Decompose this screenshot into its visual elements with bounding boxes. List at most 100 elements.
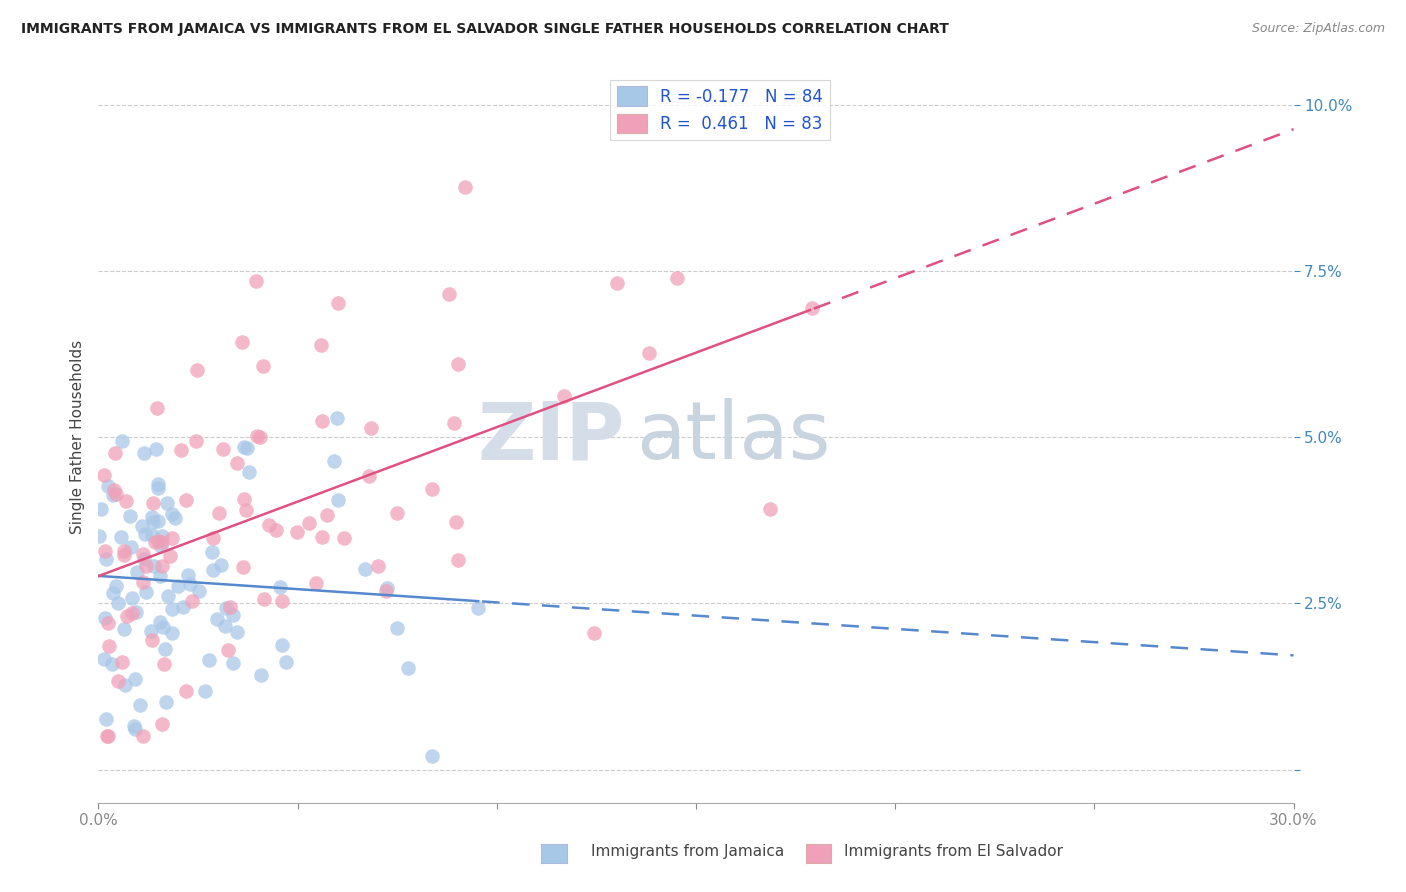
Point (218, 600, 240, 615)
Point (96, 729, 118, 743)
Point (97, 639, 120, 653)
Point (110, 655, 132, 669)
Point (232, 559, 254, 574)
Point (97, 616, 120, 631)
Point (174, 493, 197, 508)
Text: Immigrants from El Salvador: Immigrants from El Salvador (844, 845, 1063, 859)
Point (396, 661, 419, 675)
Point (94, 712, 117, 726)
Point (94, 611, 117, 625)
Point (131, 574, 153, 589)
Point (134, 552, 156, 566)
Legend: R = -0.177   N = 84, R =  0.461   N = 83: R = -0.177 N = 84, R = 0.461 N = 83 (610, 79, 830, 140)
Point (145, 442, 167, 456)
Text: IMMIGRANTS FROM JAMAICA VS IMMIGRANTS FROM EL SALVADOR SINGLE FATHER HOUSEHOLDS : IMMIGRANTS FROM JAMAICA VS IMMIGRANTS FR… (21, 22, 949, 37)
Point (328, 295, 350, 310)
Point (150, 529, 173, 543)
Point (311, 530, 333, 544)
Point (153, 641, 176, 656)
Point (159, 549, 181, 563)
Point (124, 722, 146, 736)
Point (101, 586, 124, 600)
Point (90, 502, 112, 516)
Point (93, 468, 115, 483)
Point (107, 674, 129, 689)
Point (214, 619, 236, 633)
Point (150, 717, 173, 731)
Point (446, 515, 468, 529)
Point (141, 527, 163, 541)
Point (443, 416, 465, 430)
Point (232, 491, 254, 506)
Point (160, 602, 183, 616)
Point (181, 593, 204, 607)
Point (150, 535, 173, 549)
Point (665, 271, 688, 285)
Point (134, 526, 156, 541)
Point (149, 615, 172, 629)
Point (360, 420, 382, 434)
Point (447, 357, 470, 371)
Point (149, 569, 172, 583)
Point (111, 434, 134, 448)
Point (97, 729, 120, 743)
Point (146, 401, 169, 416)
Point (249, 429, 271, 443)
Text: atlas: atlas (637, 398, 831, 476)
Point (800, 301, 823, 315)
Point (315, 508, 337, 522)
Text: ZIP: ZIP (477, 398, 624, 476)
Point (420, 749, 443, 764)
Point (132, 729, 155, 743)
Point (249, 668, 271, 682)
Point (142, 558, 165, 573)
Point (377, 581, 399, 595)
Point (186, 363, 208, 377)
Point (166, 579, 188, 593)
Point (87, 528, 110, 542)
Point (270, 639, 292, 653)
Point (93, 652, 115, 666)
Point (120, 540, 142, 554)
Text: Immigrants from Jamaica: Immigrants from Jamaica (591, 845, 783, 859)
Point (150, 559, 173, 574)
Point (217, 643, 239, 657)
Point (326, 493, 349, 508)
Point (177, 568, 200, 582)
Point (297, 516, 319, 530)
Point (305, 576, 328, 591)
Point (201, 563, 224, 577)
Point (176, 684, 198, 698)
Point (148, 514, 170, 528)
Point (201, 545, 224, 559)
Point (309, 337, 332, 351)
Point (225, 625, 247, 640)
Point (233, 440, 256, 454)
Point (553, 389, 575, 403)
Point (152, 620, 174, 634)
Point (638, 346, 661, 360)
Point (156, 589, 179, 603)
Point (115, 608, 138, 623)
Point (276, 655, 298, 669)
Point (226, 456, 249, 470)
Point (131, 519, 153, 533)
Point (114, 622, 136, 636)
Point (437, 287, 460, 301)
Point (354, 562, 377, 576)
Point (141, 510, 163, 524)
Point (172, 599, 194, 614)
Point (104, 446, 127, 460)
Point (246, 429, 269, 443)
Point (153, 657, 176, 671)
Point (125, 605, 148, 619)
Point (156, 496, 179, 510)
Point (759, 502, 782, 516)
Point (110, 530, 132, 544)
Point (115, 493, 138, 508)
Point (264, 523, 287, 537)
Point (121, 591, 143, 606)
Point (245, 274, 267, 288)
Point (155, 695, 177, 709)
Point (582, 626, 605, 640)
